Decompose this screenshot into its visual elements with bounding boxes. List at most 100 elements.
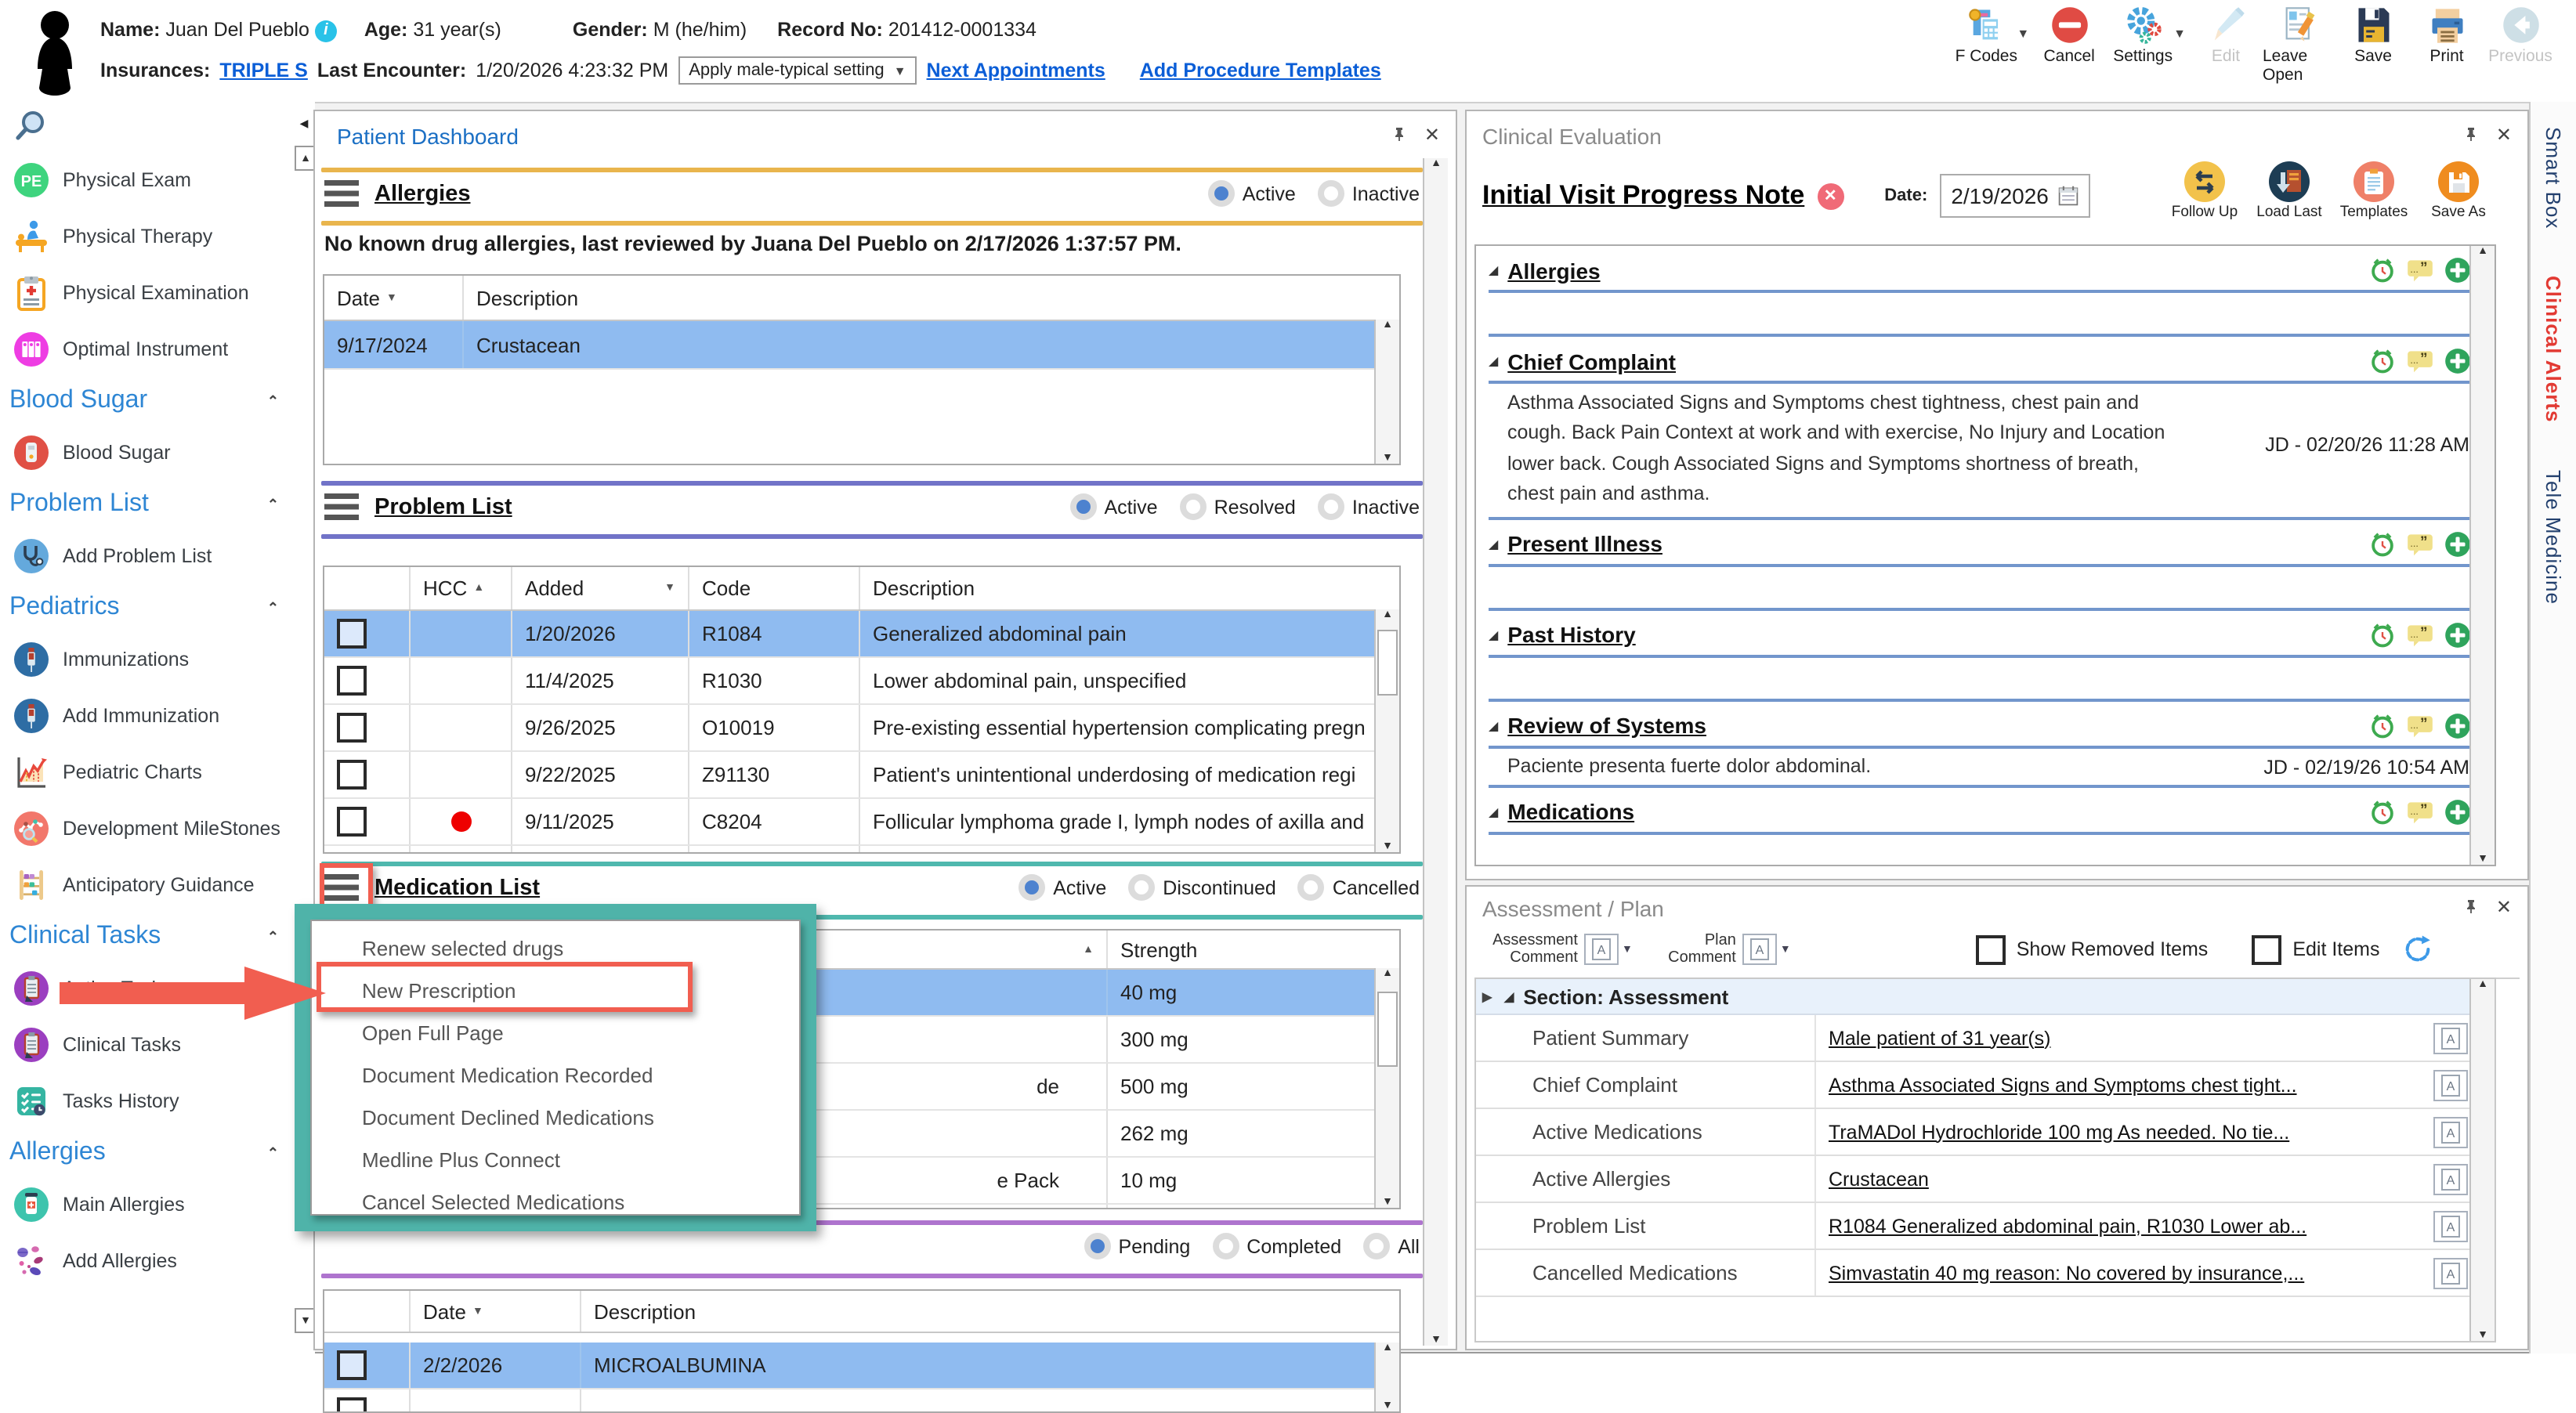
problem-row-partial[interactable]: 9/9/2025 Z7142 Counseling for family mem… [324,846,1399,852]
dropdown-caret-icon[interactable]: ▼ [1779,944,1791,955]
refresh-icon[interactable] [2401,934,2433,965]
sidebar-item-clinical-tasks[interactable]: Clinical Tasks [0,1017,295,1073]
row-checkbox[interactable] [337,619,367,649]
sidebar-item-immunizations[interactable]: Immunizations [0,631,295,688]
col-hcc[interactable]: HCC ▲ [411,567,512,609]
sidebar-item-physical-therapy[interactable]: Physical Therapy [0,208,295,265]
expander-icon[interactable]: ◢ [1489,804,1499,819]
expander-icon[interactable]: ◢ [1489,263,1499,277]
sidebar-section-problem-list[interactable]: Problem List ⌃ [0,481,295,528]
load-last-button[interactable]: Load Last [2249,161,2330,221]
save-as-button[interactable]: Save As [2418,161,2499,221]
problem-filter-inactive[interactable]: Inactive [1317,493,1420,520]
add-procedure-templates-link[interactable]: Add Procedure Templates [1139,60,1381,81]
templates-button[interactable]: Templates [2333,161,2415,221]
menu-item-open-full-page[interactable]: Open Full Page [362,1021,504,1045]
text-format-button[interactable]: A [2433,1163,2469,1194]
gender-setting-dropdown[interactable]: Apply male-typical setting ▼ [678,56,917,85]
col-date[interactable]: Date ▼ [324,276,464,320]
expander-icon[interactable]: ◢ [1489,718,1499,732]
allergies-filter-inactive[interactable]: Inactive [1317,180,1420,207]
problem-list-section-title[interactable]: Problem List [374,494,512,519]
medication-section-title[interactable]: Medication List [374,875,541,900]
row-checkbox[interactable] [337,807,367,837]
problem-row[interactable]: 9/22/2025 Z91130 Patient's unintentional… [324,752,1399,799]
problem-row[interactable]: 9/26/2025 O10019 Pre-existing essential … [324,705,1399,752]
settings-button[interactable]: Settings [2106,5,2180,66]
text-format-button[interactable]: A [2433,1022,2469,1053]
tab-smart-box[interactable]: Smart Box [2542,127,2565,229]
section-header[interactable]: ◢ Review of Systems ...” [1489,707,2473,748]
section-content[interactable]: Paciente presenta fuerte dolor abdominal… [1489,748,2473,788]
sidebar-item-pediatric-charts[interactable]: Pediatric Charts [0,744,295,800]
col-medication-name[interactable]: ▲ [324,931,1108,968]
row-checkbox[interactable] [337,1350,367,1380]
section-content[interactable] [1489,566,2473,610]
section-header[interactable]: ◢ Past History ...” [1489,616,2473,657]
quote-comment-icon[interactable]: ...” [2405,255,2435,285]
col-description[interactable]: Description [873,576,975,600]
expander-icon[interactable]: ◢ [1489,537,1499,551]
assessment-grid-scrollbar[interactable]: ▲ ▼ [2469,979,2495,1341]
text-format-button[interactable]: A [2433,1210,2469,1241]
medication-menu-icon[interactable] [324,874,359,901]
expander-icon[interactable]: ◢ [1489,354,1499,368]
assessment-row[interactable]: Active Allergies Crustacean A▼ [1476,1156,2495,1203]
allergies-filter-active[interactable]: Active [1207,180,1296,207]
text-format-button[interactable]: A [2433,1257,2469,1288]
close-icon[interactable]: ✕ [2495,124,2512,146]
add-plus-icon[interactable] [2443,710,2473,740]
sidebar-item-main-allergies[interactable]: Main Allergies [0,1176,295,1233]
section-header[interactable]: ◢ Allergies ...” [1489,252,2473,293]
row-expander-icon[interactable]: ▶ [1482,989,1492,1003]
show-removed-checkbox[interactable] [1975,934,2006,964]
allergy-row[interactable]: 9/17/2024 Crustacean [324,321,1399,370]
next-appointments-link[interactable]: Next Appointments [926,60,1105,81]
pin-icon[interactable] [2462,896,2480,918]
follow-up-button[interactable]: Follow Up [2164,161,2245,221]
menu-item-medline-plus-connect[interactable]: Medline Plus Connect [362,1148,560,1172]
sidebar-item-blood-sugar[interactable]: Blood Sugar [0,425,295,481]
sidebar-item-tasks-history[interactable]: Tasks History [0,1073,295,1129]
assessment-comment-button[interactable]: A [1584,934,1619,965]
sidebar-item-anticipatory-guidance[interactable]: Anticipatory Guidance [0,857,295,913]
row-checkbox[interactable] [337,713,367,743]
col-description[interactable]: Description [594,1299,696,1323]
collapse-sidebar-icon[interactable]: ◀ [299,119,309,130]
allergies-section-title[interactable]: Allergies [374,181,471,206]
allergies-menu-icon[interactable] [324,180,359,207]
row-checkbox[interactable] [337,760,367,790]
settings-dropdown-caret-icon[interactable]: ▼ [2173,27,2186,41]
menu-item-new-prescription[interactable]: New Prescription [362,979,516,1003]
fcodes-dropdown-caret-icon[interactable]: ▼ [2017,27,2030,41]
dropdown-caret-icon[interactable]: ▼ [1622,944,1633,955]
row-value[interactable]: R1084 Generalized abdominal pain, R1030 … [1829,1215,2307,1237]
add-plus-icon[interactable] [2443,529,2473,558]
cancel-button[interactable]: Cancel [2032,5,2106,66]
menu-item-document-medication-recorded[interactable]: Document Medication Recorded [362,1064,653,1087]
expander-icon[interactable]: ◢ [1489,627,1499,641]
menu-item-document-declined-medications[interactable]: Document Declined Medications [362,1106,654,1129]
reminder-clock-icon[interactable] [2368,710,2397,740]
assessment-row[interactable]: Problem List R1084 Generalized abdominal… [1476,1203,2495,1250]
section-header[interactable]: ◢ Chief Complaint ...” [1489,343,2473,384]
orders-filter-completed[interactable]: Completed [1212,1233,1341,1259]
orders-table-scrollbar[interactable]: ▲ ▼ [1374,1343,1399,1411]
col-code[interactable]: Code [689,567,860,609]
row-value[interactable]: Crustacean [1829,1168,1929,1190]
problem-table-scrollbar[interactable]: ▲ ▼ [1374,609,1399,852]
medication-table-scrollbar[interactable]: ▲ ▼ [1374,968,1399,1208]
menu-item-cancel-selected-medications[interactable]: Cancel Selected Medications [362,1191,625,1214]
sidebar-item-add-immunization[interactable]: Add Immunization [0,688,295,744]
order-row[interactable]: 2/2/2026 MICROALBUMINA [324,1343,1399,1390]
sidebar-item-add-problem-list[interactable]: Add Problem List [0,528,295,584]
leave-open-button[interactable]: Leave Open [2263,5,2336,85]
save-button[interactable]: Save [2336,5,2410,66]
fcodes-button[interactable]: F Codes [1949,5,2023,66]
row-value[interactable]: TraMADol Hydrochloride 100 mg As needed.… [1829,1121,2290,1143]
section-header[interactable]: ◢ Present Illness ...” [1489,526,2473,566]
remove-note-icon[interactable]: ✕ [1817,182,1844,209]
sidebar-section-clinical-tasks[interactable]: Clinical Tasks ⌃ [0,913,295,960]
medication-filter-cancelled[interactable]: Cancelled [1297,874,1420,901]
reminder-clock-icon[interactable] [2368,797,2397,827]
